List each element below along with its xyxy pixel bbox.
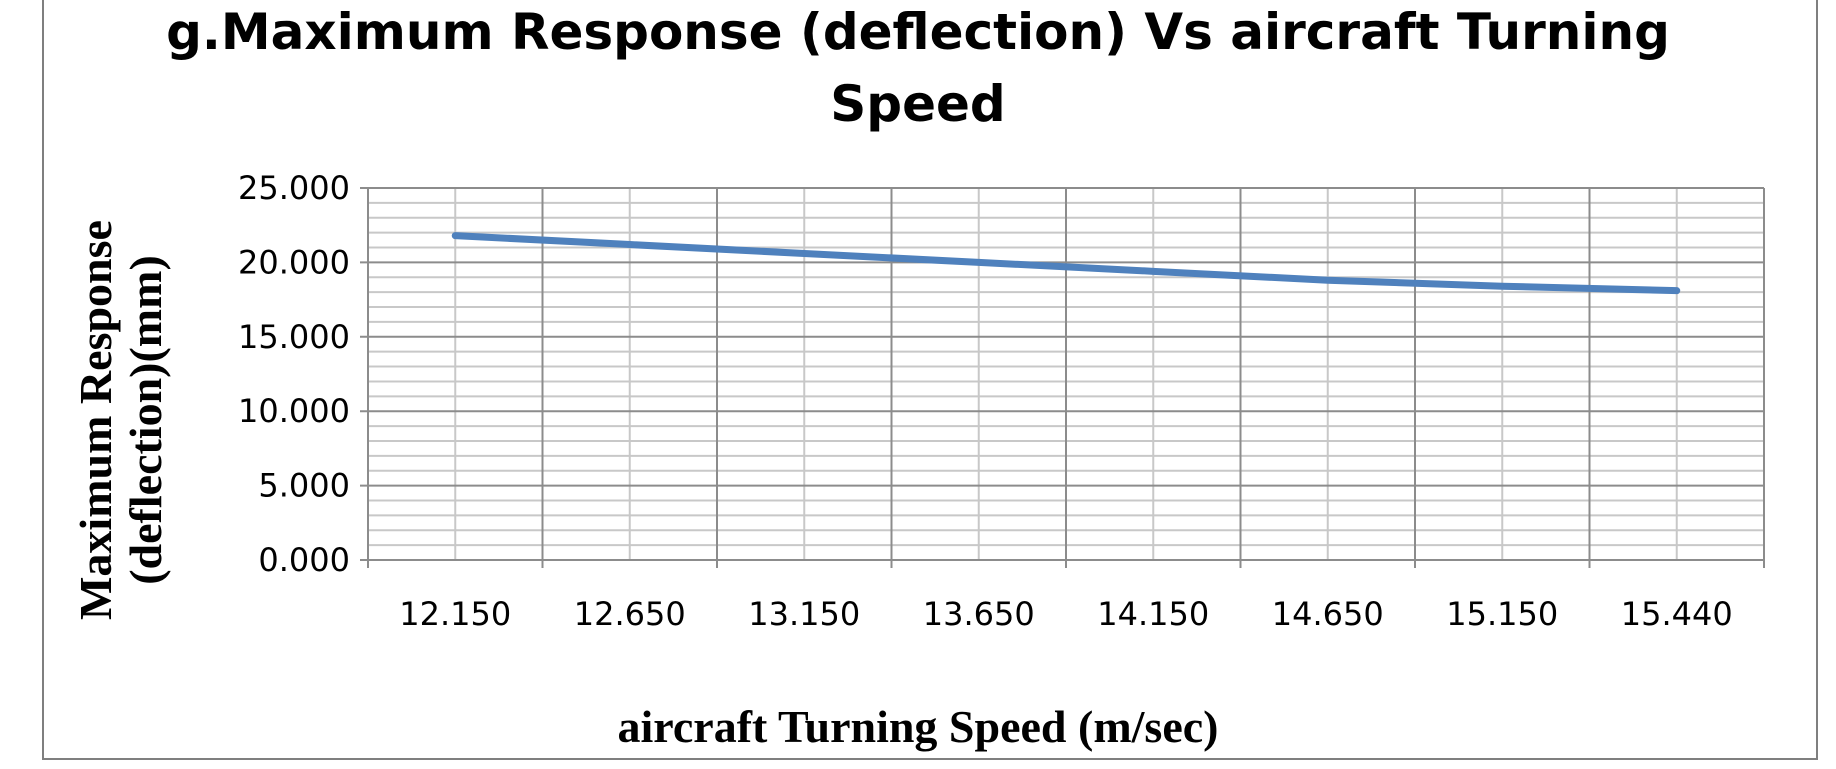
chart-title-line-1: g.Maximum Response (deflection) Vs aircr…: [166, 3, 1670, 61]
series-point: [977, 260, 981, 264]
chart-title: g.Maximum Response (deflection) Vs aircr…: [0, 0, 1836, 140]
chart-title-line-2: Speed: [830, 75, 1006, 133]
x-tick-label: 15.150: [1446, 595, 1558, 633]
series-point: [1326, 278, 1330, 282]
x-tick-label: 12.650: [574, 595, 686, 633]
series-point: [628, 243, 632, 247]
x-tick-label: 14.650: [1272, 595, 1384, 633]
x-tick-label: 15.440: [1621, 595, 1733, 633]
y-tick-label: 10.000: [238, 392, 350, 430]
y-tick-label: 15.000: [238, 318, 350, 356]
y-tick-label: 5.000: [258, 467, 350, 505]
series-point: [1151, 269, 1155, 273]
y-tick-label: 25.000: [238, 169, 350, 207]
x-tick-label: 14.150: [1097, 595, 1209, 633]
series-point: [1500, 284, 1504, 288]
series-point: [1675, 289, 1679, 293]
y-tick-label: 20.000: [238, 243, 350, 281]
series-point: [453, 234, 457, 238]
x-tick-label: 13.150: [748, 595, 860, 633]
series-point: [802, 251, 806, 255]
x-tick-label: 12.150: [399, 595, 511, 633]
series-line: [451, 232, 1681, 295]
x-tick-label: 13.650: [923, 595, 1035, 633]
y-tick-label: 0.000: [258, 541, 350, 579]
chart-frame: [42, 0, 1818, 760]
x-axis-label: aircraft Turning Speed (m/sec): [617, 701, 1219, 752]
